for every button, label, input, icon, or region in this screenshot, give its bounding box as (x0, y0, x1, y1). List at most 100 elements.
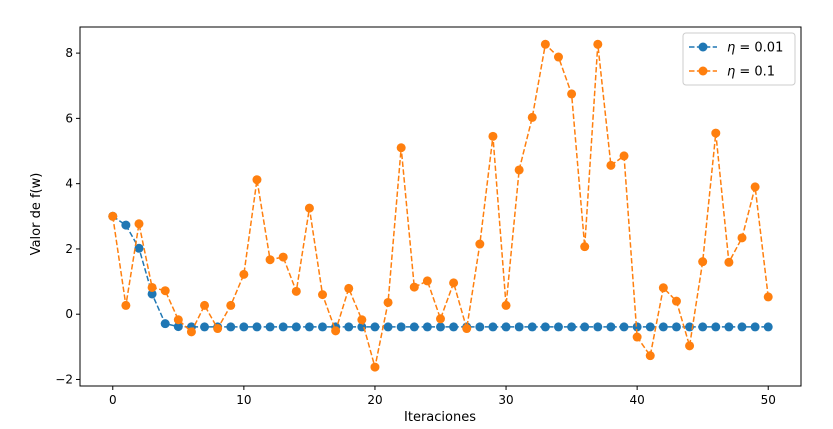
data-point (160, 286, 170, 296)
data-point (514, 165, 524, 175)
data-point (436, 322, 445, 332)
data-point (632, 322, 642, 332)
series-line-1 (112, 215, 769, 328)
y-tick-label: 6 (65, 111, 73, 125)
data-point (134, 243, 144, 253)
series-line-2 (112, 42, 769, 368)
data-point (291, 322, 301, 332)
data-point (724, 322, 734, 332)
data-point (121, 300, 131, 310)
data-point (475, 239, 485, 249)
legend-value: = 0.01 (735, 41, 783, 56)
legend: η = 0.01η = 0.1 (682, 32, 796, 86)
y-axis-label: Valor de f(w) (29, 173, 44, 256)
data-point (265, 322, 275, 332)
data-point (449, 322, 459, 332)
data-point (593, 322, 603, 332)
data-point (645, 322, 655, 332)
y-tick-label: 0 (65, 307, 73, 321)
data-point (108, 211, 118, 221)
data-point (724, 257, 734, 267)
data-point (304, 322, 314, 332)
data-point (488, 322, 498, 332)
plot-frame (79, 26, 802, 387)
data-point (645, 351, 655, 361)
data-point (475, 322, 485, 332)
x-tick-label: 30 (498, 393, 513, 407)
data-point (698, 257, 708, 267)
data-point (357, 315, 367, 325)
x-tick-label: 10 (236, 393, 251, 407)
data-point (370, 322, 380, 332)
data-point (239, 322, 249, 332)
legend-marker (698, 42, 708, 52)
data-point (252, 175, 262, 185)
legend-label: η = 0.01 (727, 41, 783, 56)
data-point (422, 322, 432, 332)
data-point (331, 326, 341, 336)
legend-value: = 0.1 (735, 65, 775, 80)
data-point (160, 319, 170, 329)
series-1 (108, 211, 773, 332)
data-point (501, 300, 511, 310)
data-point (711, 128, 721, 138)
data-point (396, 322, 406, 332)
legend-label: η = 0.1 (727, 65, 775, 80)
data-point (200, 300, 210, 310)
data-point (540, 39, 550, 49)
data-point (527, 112, 537, 122)
data-point (462, 324, 472, 334)
series-2 (108, 39, 773, 372)
data-point (580, 322, 590, 332)
data-point (121, 220, 131, 230)
data-point (619, 151, 629, 161)
data-point (383, 322, 393, 332)
data-point (200, 322, 210, 332)
data-point (698, 322, 708, 332)
data-point (593, 39, 603, 49)
data-point (436, 314, 445, 324)
data-point (304, 203, 314, 213)
data-point (527, 322, 537, 332)
data-point (553, 52, 563, 62)
legend-symbol: η (727, 65, 735, 80)
data-point (763, 322, 773, 332)
data-point (409, 322, 419, 332)
data-point (514, 322, 524, 332)
data-point (488, 131, 498, 141)
data-point (134, 219, 144, 229)
data-point (213, 324, 223, 334)
data-point (344, 322, 354, 332)
data-point (370, 362, 380, 372)
plot-area (108, 39, 773, 372)
data-point (671, 296, 681, 306)
data-point (750, 182, 760, 192)
data-point (318, 322, 328, 332)
data-point (186, 327, 196, 337)
legend-item-2: η = 0.1 (689, 65, 775, 80)
x-tick-label: 20 (367, 393, 382, 407)
y-tick-label: 2 (65, 242, 73, 256)
data-point (422, 276, 432, 286)
data-point (619, 322, 629, 332)
x-tick-label: 40 (629, 393, 644, 407)
data-point (396, 143, 406, 153)
data-point (147, 282, 157, 292)
data-point (632, 332, 642, 342)
data-point (750, 322, 760, 332)
x-tick-label: 50 (761, 393, 776, 407)
data-point (685, 341, 695, 351)
legend-box (682, 32, 796, 86)
data-point (763, 292, 773, 302)
data-point (278, 322, 288, 332)
x-axis-label: Iteraciones (404, 410, 476, 425)
data-point (658, 322, 668, 332)
data-point (711, 322, 721, 332)
data-point (173, 315, 183, 325)
legend-symbol: η (727, 41, 735, 56)
x-tick-label: 0 (109, 393, 117, 407)
data-point (540, 322, 550, 332)
data-point (383, 297, 393, 307)
y-tick-label: 4 (65, 177, 73, 191)
